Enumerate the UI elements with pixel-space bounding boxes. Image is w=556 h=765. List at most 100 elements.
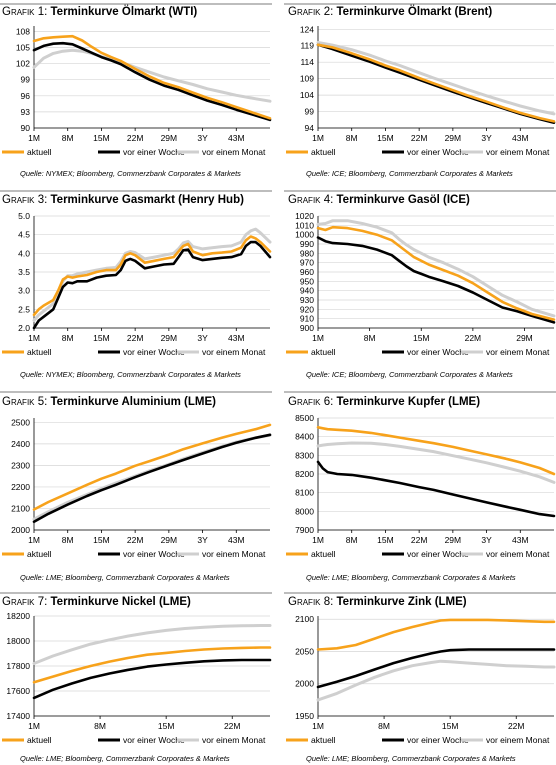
legend-label-monat: vor einem Monat bbox=[202, 147, 266, 157]
x-tick-label: 22M bbox=[127, 535, 144, 545]
y-tick-label: 99 bbox=[21, 75, 31, 85]
separator bbox=[284, 592, 556, 594]
y-tick-label: 99 bbox=[305, 107, 315, 117]
y-tick-label: 910 bbox=[300, 314, 314, 324]
y-tick-label: 950 bbox=[300, 276, 314, 286]
x-tick-label: 15M bbox=[377, 133, 394, 143]
separator bbox=[284, 190, 556, 192]
y-tick-label: 2000 bbox=[11, 525, 30, 535]
series-line-woche bbox=[32, 41, 272, 122]
x-tick-label: 15M bbox=[93, 333, 110, 343]
series-line-aktuell bbox=[32, 34, 272, 120]
y-tick-label: 960 bbox=[300, 267, 314, 277]
y-tick-label: 119 bbox=[300, 41, 314, 51]
x-tick-label: 8M bbox=[378, 721, 390, 731]
y-tick-label: 2050 bbox=[295, 646, 314, 656]
chart-title-7: Grafik 7: Terminkurve Nickel (LME) bbox=[2, 596, 191, 608]
legend-label-monat: vor einem Monat bbox=[486, 549, 550, 559]
separator bbox=[0, 190, 272, 192]
y-tick-label: 17400 bbox=[6, 711, 30, 721]
chart-7: 17400 17600 17800 18000 18200 1M 8M 15M 22M aktue… bbox=[2, 611, 272, 745]
y-tick-label: 930 bbox=[300, 295, 314, 305]
separator bbox=[0, 391, 272, 393]
x-tick-label: 1M bbox=[312, 721, 324, 731]
y-tick-label: 90 bbox=[21, 123, 31, 133]
x-tick-label: 22M bbox=[224, 721, 241, 731]
x-tick-label: 43M bbox=[228, 133, 245, 143]
x-tick-label: 29M bbox=[161, 333, 178, 343]
legend-label-woche: vor einer Woche bbox=[123, 347, 185, 357]
x-tick-label: 29M bbox=[445, 133, 462, 143]
legend-label-aktuell: aktuell bbox=[27, 147, 52, 157]
series-line-aktuell bbox=[316, 426, 556, 476]
x-tick-label: 22M bbox=[411, 535, 428, 545]
series-line-woche bbox=[316, 460, 556, 518]
y-tick-label: 3.5 bbox=[18, 267, 30, 277]
y-tick-label: 900 bbox=[300, 323, 314, 333]
y-tick-label: 18000 bbox=[6, 636, 30, 646]
x-tick-label: 1M bbox=[28, 535, 40, 545]
x-tick-label: 3Y bbox=[197, 133, 208, 143]
x-tick-label: 43M bbox=[512, 133, 529, 143]
chart-title-5: Grafik 5: Terminkurve Aluminium (LME) bbox=[2, 396, 216, 408]
legend-label-aktuell: aktuell bbox=[311, 147, 336, 157]
y-tick-label: 108 bbox=[16, 26, 30, 36]
series-line-woche bbox=[316, 648, 556, 689]
series-line-aktuell bbox=[32, 235, 272, 317]
series-line-monat bbox=[316, 441, 556, 484]
series-line-woche bbox=[32, 433, 272, 524]
y-tick-label: 17800 bbox=[6, 661, 30, 671]
chart-title-4: Grafik 4: Terminkurve Gasöl (ICE) bbox=[288, 194, 470, 206]
legend-label-woche: vor einer Woche bbox=[123, 735, 185, 745]
y-tick-label: 18200 bbox=[6, 611, 30, 621]
x-tick-label: 15M bbox=[413, 333, 430, 343]
series-line-woche bbox=[32, 658, 272, 700]
series-line-monat bbox=[316, 41, 556, 116]
x-tick-label: 15M bbox=[93, 133, 110, 143]
x-tick-label: 29M bbox=[516, 333, 533, 343]
y-tick-label: 2100 bbox=[11, 503, 30, 513]
y-tick-label: 124 bbox=[300, 24, 314, 34]
y-tick-label: 17600 bbox=[6, 686, 30, 696]
y-tick-label: 1020 bbox=[295, 211, 314, 221]
legend-label-woche: vor einer Woche bbox=[407, 347, 469, 357]
legend-label-woche: vor einer Woche bbox=[123, 549, 185, 559]
chart-title-3: Grafik 3: Terminkurve Gasmarkt (Henry Hu… bbox=[2, 194, 244, 206]
series-line-aktuell bbox=[316, 225, 556, 321]
legend-label-woche: vor einer Woche bbox=[123, 147, 185, 157]
chart-6: 7900 8000 8100 8200 8300 8400 8500 1M 8M 15M 22M 29… bbox=[286, 413, 556, 559]
chart-title-6: Grafik 6: Terminkurve Kupfer (LME) bbox=[288, 396, 481, 408]
legend-label-aktuell: aktuell bbox=[27, 347, 52, 357]
separator bbox=[284, 391, 556, 393]
y-tick-label: 8200 bbox=[295, 469, 314, 479]
x-tick-label: 22M bbox=[127, 133, 144, 143]
x-tick-label: 43M bbox=[228, 333, 245, 343]
chart-source-1: Quelle: NYMEX; Bloomberg, Commerzbank Co… bbox=[20, 169, 241, 178]
legend-label-woche: vor einer Woche bbox=[407, 147, 469, 157]
legend-label-aktuell: aktuell bbox=[27, 735, 52, 745]
y-tick-label: 2400 bbox=[11, 439, 30, 449]
chart-source-5: Quelle: LME; Bloomberg, Commerzbank Corp… bbox=[20, 573, 230, 582]
y-tick-label: 1000 bbox=[295, 230, 314, 240]
series-line-aktuell bbox=[316, 43, 556, 123]
y-tick-label: 2000 bbox=[295, 679, 314, 689]
y-tick-label: 2300 bbox=[11, 460, 30, 470]
separator bbox=[0, 3, 272, 5]
x-tick-label: 43M bbox=[512, 535, 529, 545]
chart-source-6: Quelle: LME; Bloomberg, Commerzbank Corp… bbox=[306, 573, 516, 582]
chart-title-8: Grafik 8: Terminkurve Zink (LME) bbox=[288, 596, 467, 608]
legend-label-monat: vor einem Monat bbox=[486, 347, 550, 357]
y-tick-label: 3.0 bbox=[18, 286, 30, 296]
series-line-woche bbox=[32, 240, 272, 330]
x-tick-label: 8M bbox=[346, 535, 358, 545]
x-tick-label: 29M bbox=[161, 535, 178, 545]
legend-label-monat: vor einem Monat bbox=[486, 735, 550, 745]
legend-label-monat: vor einem Monat bbox=[202, 735, 266, 745]
legend-label-monat: vor einem Monat bbox=[486, 147, 550, 157]
x-tick-label: 1M bbox=[312, 133, 324, 143]
y-tick-label: 990 bbox=[300, 239, 314, 249]
chart-4: 9009109209309409509609709809901000101010… bbox=[286, 211, 556, 357]
y-tick-label: 2100 bbox=[295, 614, 314, 624]
y-tick-label: 2.0 bbox=[18, 323, 30, 333]
y-tick-label: 105 bbox=[16, 42, 30, 52]
